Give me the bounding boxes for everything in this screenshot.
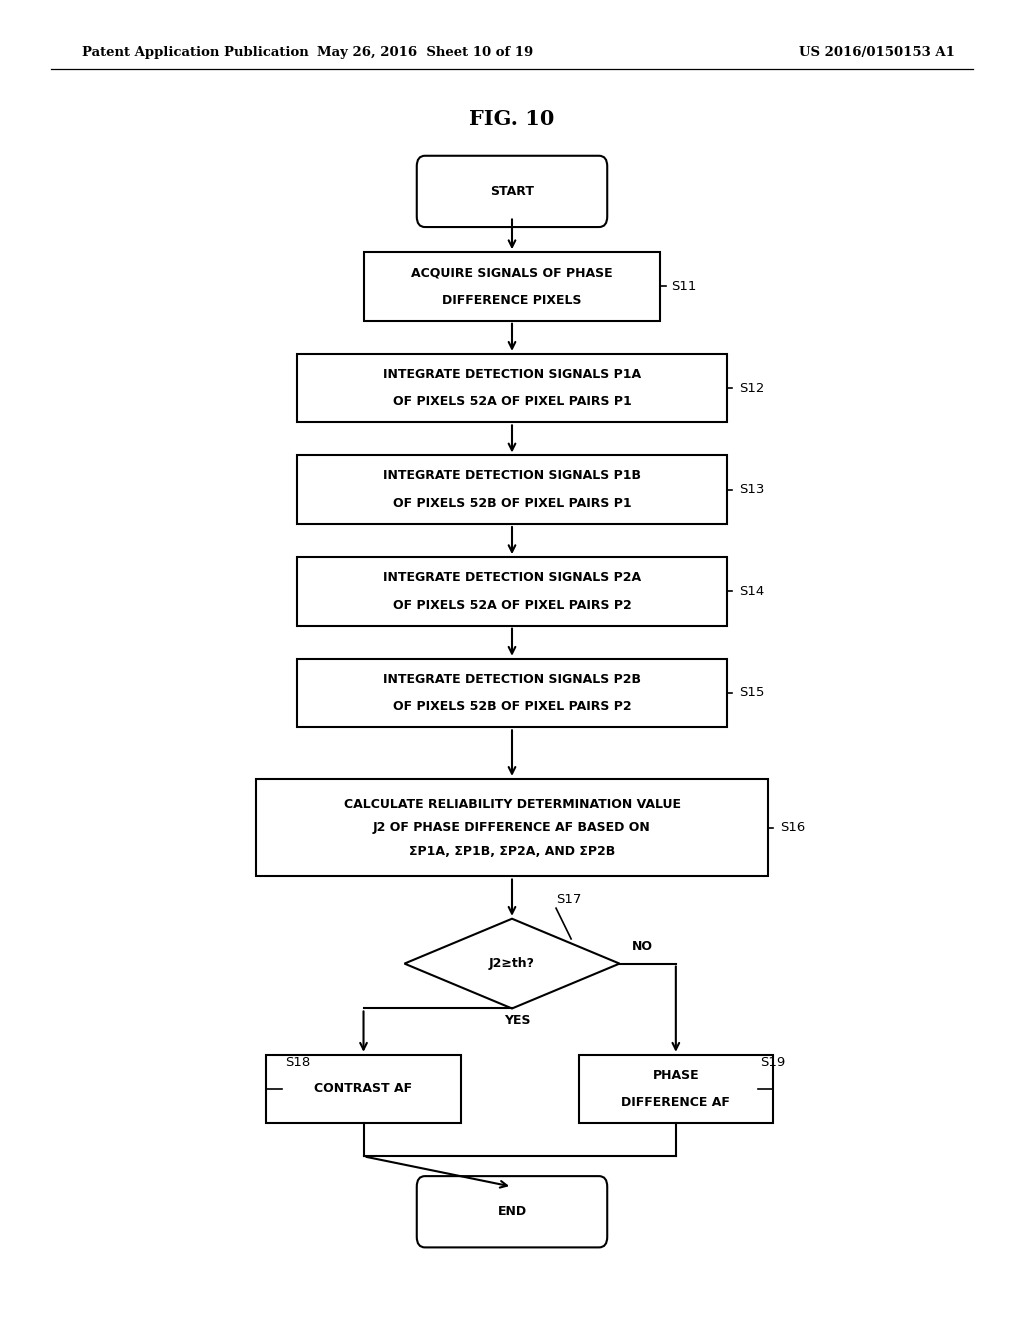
Text: NO: NO bbox=[632, 940, 653, 953]
Text: S15: S15 bbox=[739, 686, 765, 700]
Bar bbox=[297, 455, 727, 524]
Text: ACQUIRE SIGNALS OF PHASE: ACQUIRE SIGNALS OF PHASE bbox=[412, 267, 612, 280]
Text: FIG. 10: FIG. 10 bbox=[469, 108, 555, 129]
Text: DIFFERENCE PIXELS: DIFFERENCE PIXELS bbox=[442, 293, 582, 306]
Text: S12: S12 bbox=[739, 381, 765, 395]
Text: INTEGRATE DETECTION SIGNALS P2A: INTEGRATE DETECTION SIGNALS P2A bbox=[383, 572, 641, 585]
Text: S16: S16 bbox=[780, 821, 806, 834]
FancyBboxPatch shape bbox=[417, 156, 607, 227]
Text: OF PIXELS 52A OF PIXEL PAIRS P1: OF PIXELS 52A OF PIXEL PAIRS P1 bbox=[392, 395, 632, 408]
Text: OF PIXELS 52A OF PIXEL PAIRS P2: OF PIXELS 52A OF PIXEL PAIRS P2 bbox=[392, 598, 632, 611]
FancyBboxPatch shape bbox=[417, 1176, 607, 1247]
Bar bbox=[579, 1055, 773, 1123]
Bar bbox=[256, 779, 768, 876]
Text: S19: S19 bbox=[760, 1056, 785, 1069]
Text: START: START bbox=[490, 185, 534, 198]
Bar bbox=[364, 252, 660, 321]
Polygon shape bbox=[404, 919, 620, 1008]
Bar bbox=[297, 557, 727, 626]
Text: May 26, 2016  Sheet 10 of 19: May 26, 2016 Sheet 10 of 19 bbox=[316, 46, 534, 59]
Text: US 2016/0150153 A1: US 2016/0150153 A1 bbox=[799, 46, 954, 59]
Text: J2≥th?: J2≥th? bbox=[489, 957, 535, 970]
Text: OF PIXELS 52B OF PIXEL PAIRS P1: OF PIXELS 52B OF PIXEL PAIRS P1 bbox=[392, 496, 632, 510]
Text: S11: S11 bbox=[671, 280, 696, 293]
Text: S13: S13 bbox=[739, 483, 765, 496]
Text: OF PIXELS 52B OF PIXEL PAIRS P2: OF PIXELS 52B OF PIXEL PAIRS P2 bbox=[392, 700, 632, 713]
Text: YES: YES bbox=[504, 1014, 530, 1027]
Text: S18: S18 bbox=[285, 1056, 310, 1069]
Text: INTEGRATE DETECTION SIGNALS P2B: INTEGRATE DETECTION SIGNALS P2B bbox=[383, 673, 641, 686]
Text: DIFFERENCE AF: DIFFERENCE AF bbox=[622, 1096, 730, 1109]
Bar bbox=[297, 659, 727, 727]
Text: S17: S17 bbox=[556, 892, 582, 906]
Text: ΣP1A, ΣP1B, ΣP2A, AND ΣP2B: ΣP1A, ΣP1B, ΣP2A, AND ΣP2B bbox=[409, 845, 615, 858]
Text: PHASE: PHASE bbox=[652, 1069, 699, 1082]
Text: J2 OF PHASE DIFFERENCE AF BASED ON: J2 OF PHASE DIFFERENCE AF BASED ON bbox=[373, 821, 651, 834]
Text: S14: S14 bbox=[739, 585, 765, 598]
Text: Patent Application Publication: Patent Application Publication bbox=[82, 46, 308, 59]
Text: INTEGRATE DETECTION SIGNALS P1B: INTEGRATE DETECTION SIGNALS P1B bbox=[383, 470, 641, 483]
Bar bbox=[266, 1055, 461, 1123]
Text: CALCULATE RELIABILITY DETERMINATION VALUE: CALCULATE RELIABILITY DETERMINATION VALU… bbox=[343, 797, 681, 810]
Text: INTEGRATE DETECTION SIGNALS P1A: INTEGRATE DETECTION SIGNALS P1A bbox=[383, 368, 641, 381]
Text: END: END bbox=[498, 1205, 526, 1218]
Text: CONTRAST AF: CONTRAST AF bbox=[314, 1082, 413, 1096]
Bar bbox=[297, 354, 727, 422]
